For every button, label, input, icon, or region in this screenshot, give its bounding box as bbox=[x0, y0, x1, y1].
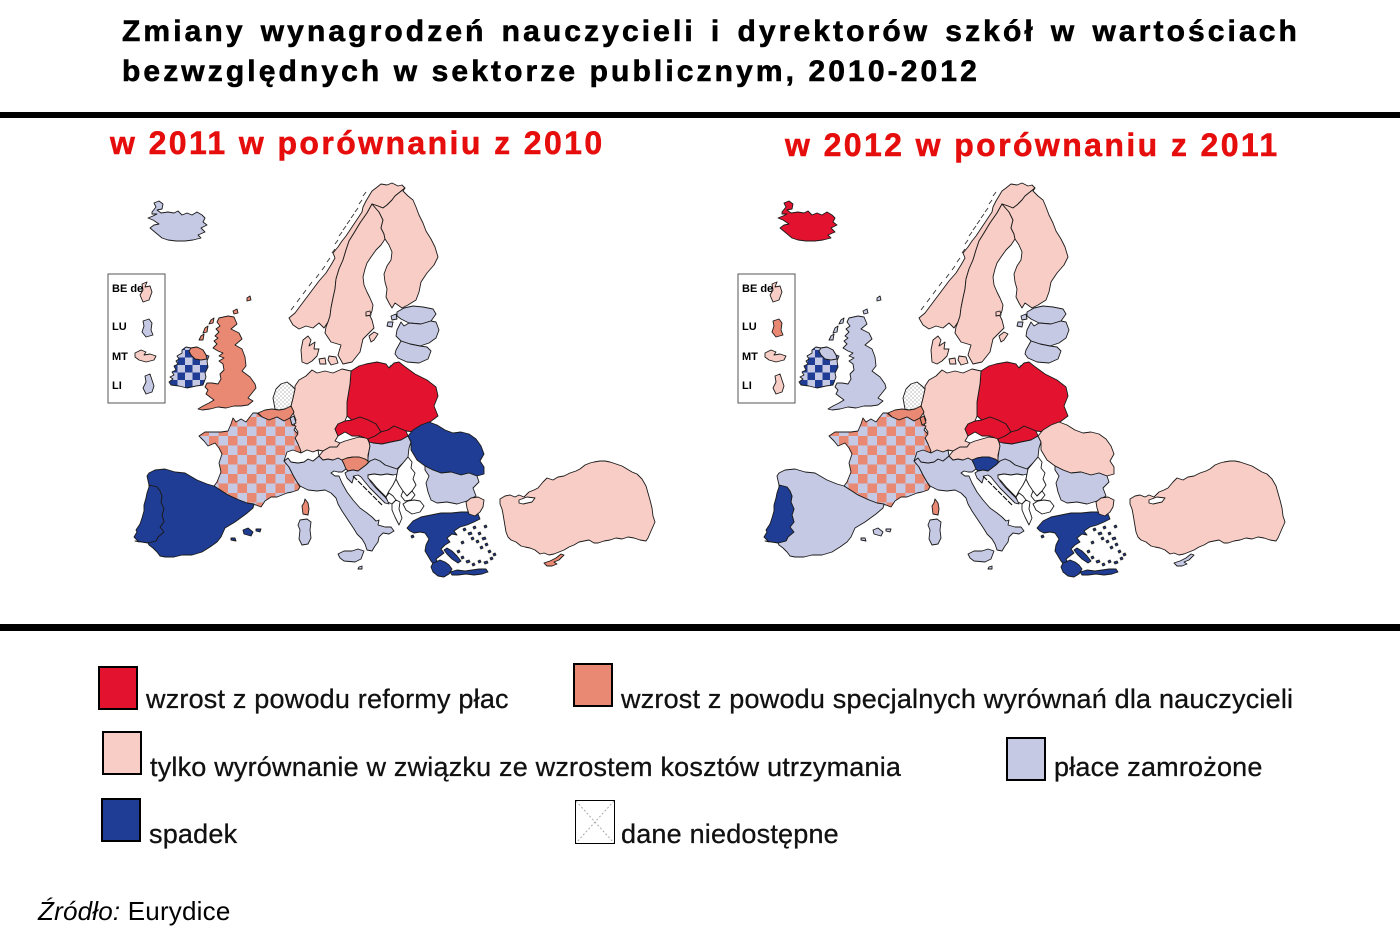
svg-text:LU: LU bbox=[742, 321, 757, 333]
svg-text:LI: LI bbox=[742, 380, 752, 392]
svg-text:MT: MT bbox=[742, 351, 758, 363]
svg-text:BE de: BE de bbox=[112, 283, 143, 295]
svg-text:BE de: BE de bbox=[742, 283, 773, 295]
svg-text:LI: LI bbox=[112, 380, 122, 392]
svg-text:LU: LU bbox=[112, 321, 127, 333]
svg-text:MT: MT bbox=[112, 351, 128, 363]
